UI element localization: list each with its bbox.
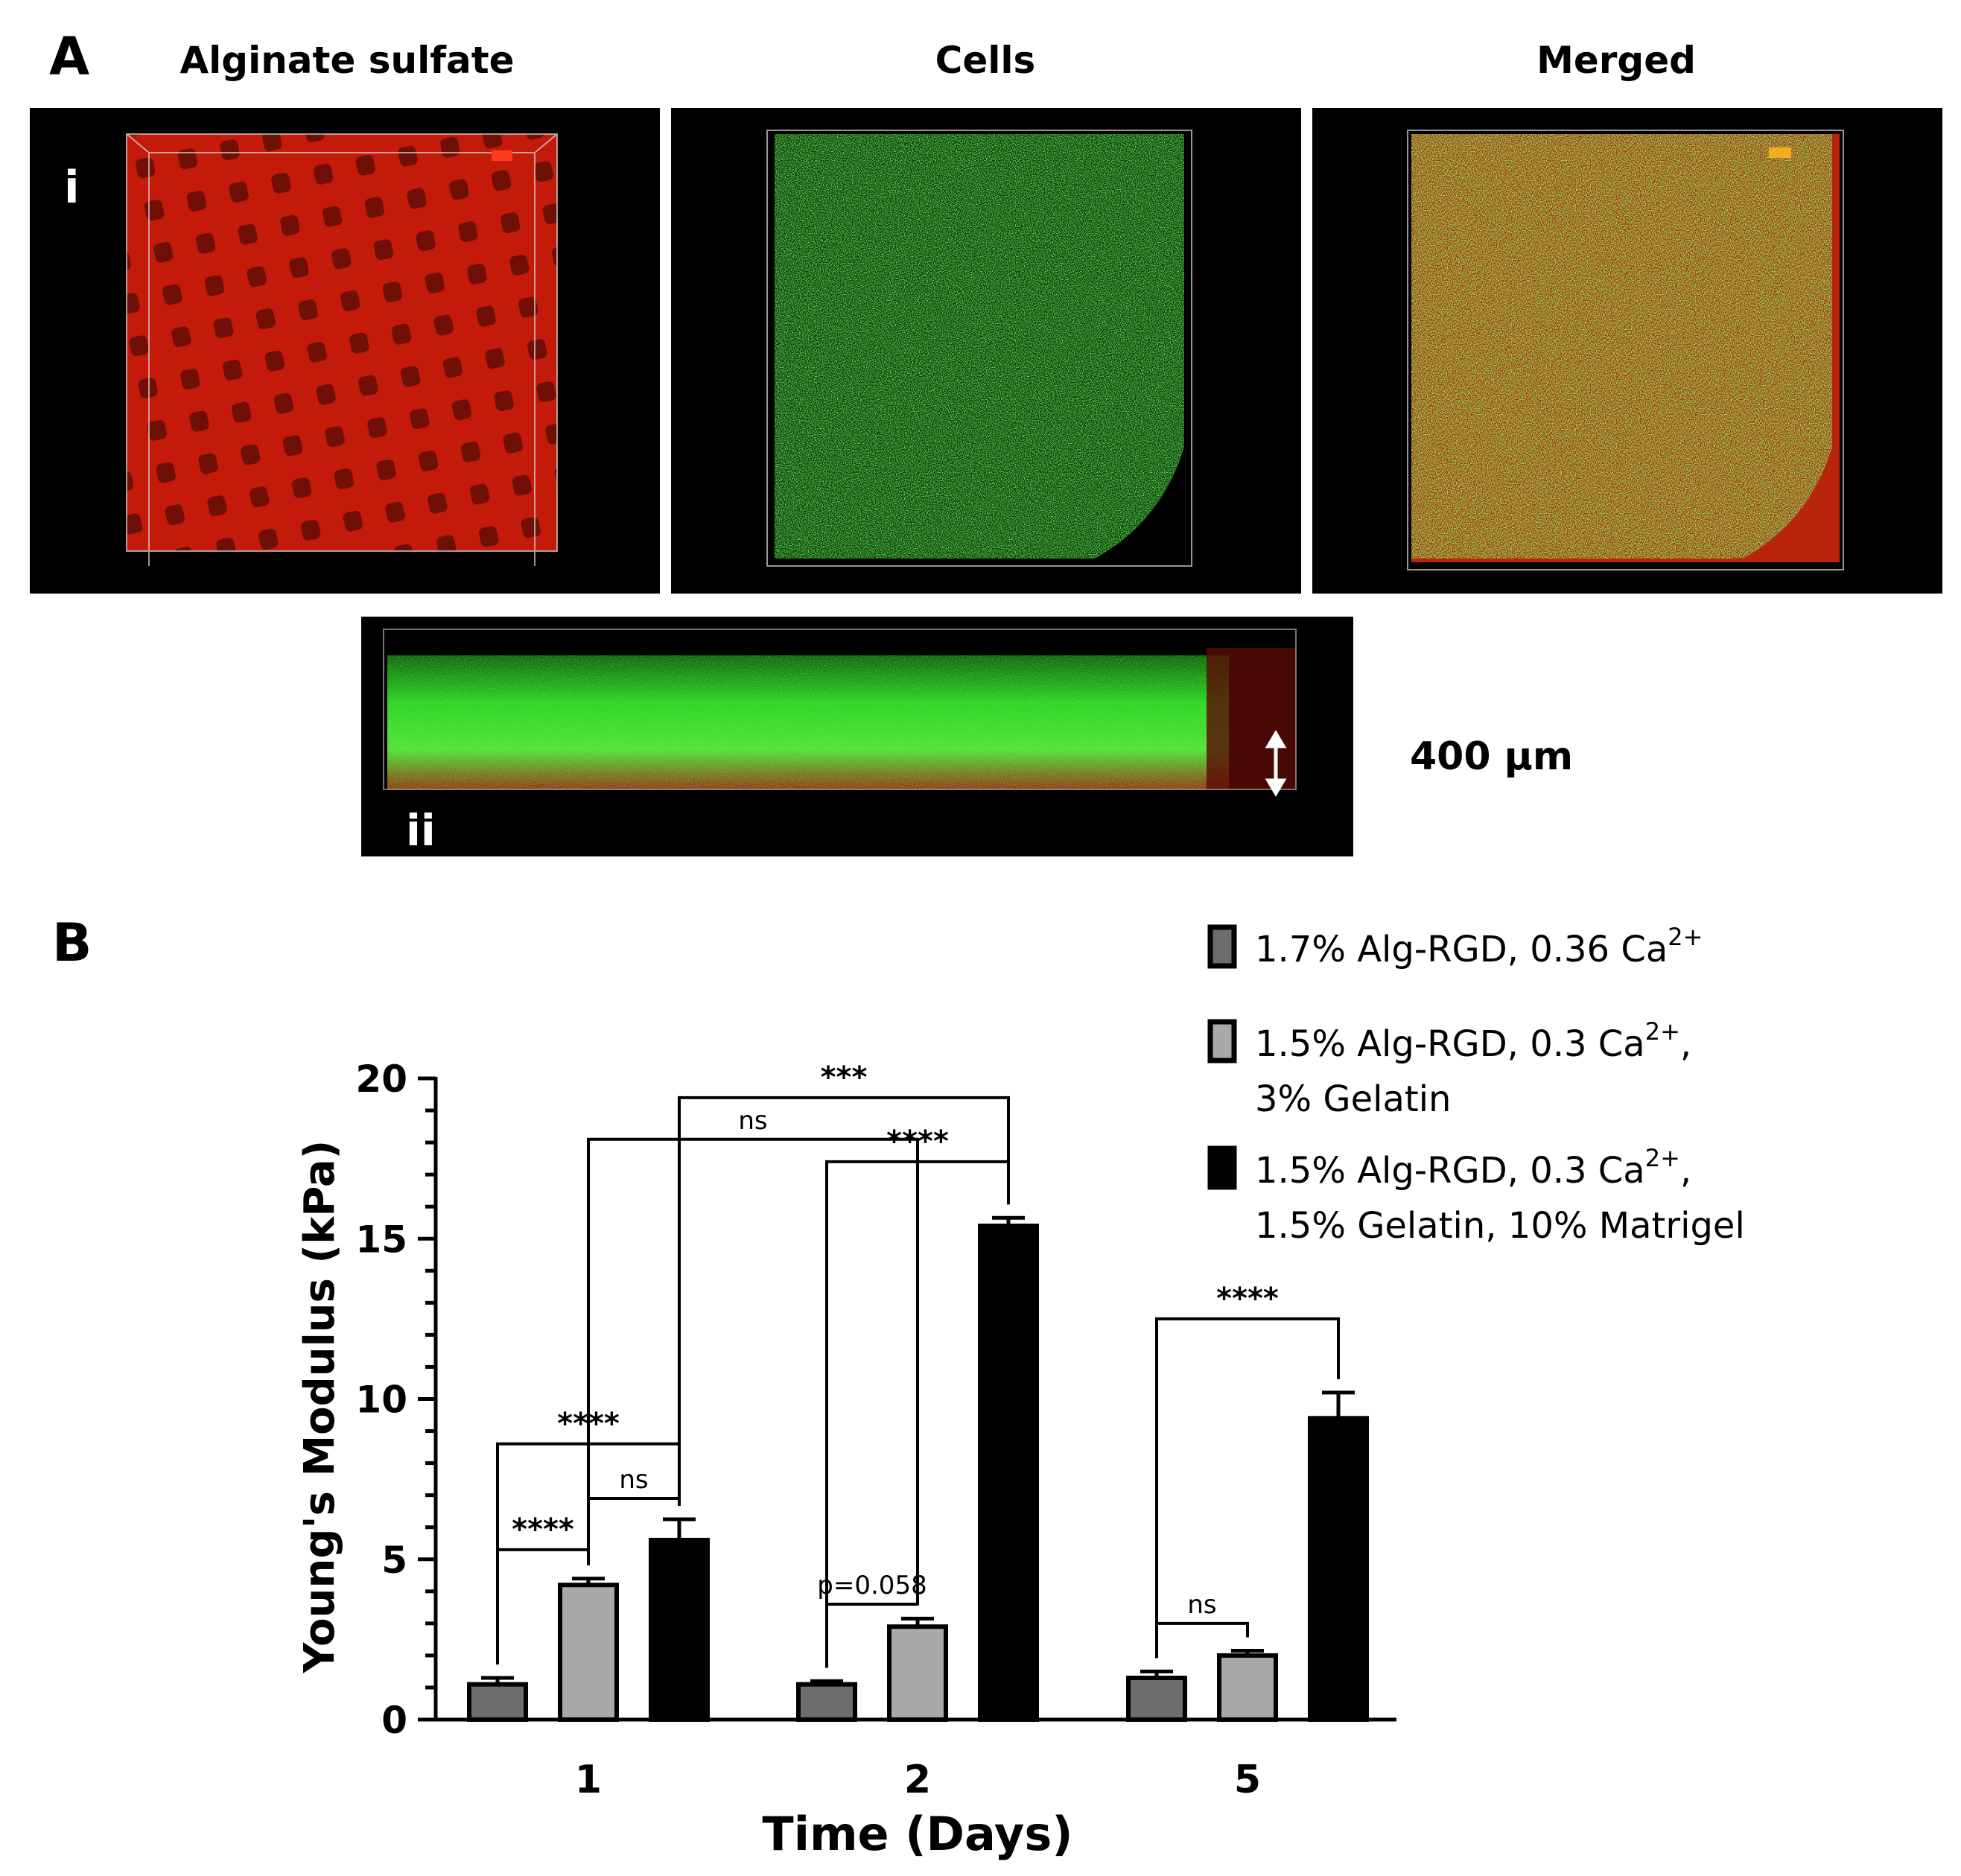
legend-swatch (1207, 1145, 1237, 1190)
legend-entry: 1.5% Alg-RGD, 0.3 Ca2+, (1255, 1144, 1691, 1192)
y-tick-label: 10 (355, 1379, 407, 1422)
panel-a-letter: A (49, 26, 89, 87)
micrograph-side-view: ii (361, 617, 1353, 856)
scale-text: 400 µm (1410, 734, 1573, 779)
significance-bracket (1155, 1621, 1249, 1659)
micrograph-alginate-sulfate: i (30, 108, 660, 594)
y-axis-label: Young's Modulus (kPa) (296, 1140, 344, 1673)
y-tick-label: 5 (381, 1539, 407, 1582)
scale-arrow (1265, 730, 1287, 797)
significance-label: **** (1216, 1282, 1279, 1316)
column-title-alginate-sulfate: Alginate sulfate (179, 39, 514, 82)
legend-entry-line2: 1.5% Gelatin, 10% Matrigel (1255, 1205, 1745, 1247)
sublabel-ii: ii (406, 805, 436, 856)
bar (1217, 1653, 1278, 1722)
y-tick-label: 0 (381, 1699, 407, 1742)
bar (796, 1682, 857, 1723)
x-tick-label: 1 (575, 1758, 602, 1802)
significance-label: p=0.058 (817, 1571, 927, 1600)
x-tick-label: 5 (1234, 1758, 1261, 1802)
panel-b-letter: B (52, 912, 92, 973)
bar (1308, 1416, 1369, 1722)
significance-bracket (587, 1137, 919, 1606)
x-ticks: 1 2 5 (575, 1758, 1261, 1802)
bar (558, 1583, 619, 1722)
bar (887, 1624, 948, 1723)
bars (467, 1215, 1369, 1723)
significance-label: **** (512, 1513, 574, 1547)
legend-entry-line2: 3% Gelatin (1255, 1078, 1451, 1120)
column-title-cells: Cells (935, 39, 1036, 82)
legend-entry: 1.5% Alg-RGD, 0.3 Ca2+, (1255, 1017, 1691, 1065)
bar (649, 1537, 710, 1722)
micrograph-cells (671, 108, 1301, 594)
column-title-merged: Merged (1536, 39, 1696, 82)
significance-bracket (678, 1096, 1010, 1506)
y-ticks: 0 5 10 15 20 (355, 1058, 436, 1742)
significance-label: ns (619, 1465, 648, 1495)
significance-brackets: ****ns****p=0.058****ns***ns**** (496, 1061, 1340, 1668)
micrograph-merged (1312, 108, 1942, 594)
sublabel-i: i (64, 162, 80, 214)
x-tick-label: 2 (904, 1758, 931, 1802)
y-tick-label: 15 (355, 1218, 407, 1261)
legend-swatch (1207, 1019, 1237, 1063)
bar (1126, 1676, 1187, 1722)
legend-swatch (1207, 924, 1237, 969)
x-axis-label: Time (Days) (762, 1807, 1072, 1861)
significance-label: ns (1187, 1590, 1216, 1620)
bar (978, 1224, 1039, 1722)
legend-entry: 1.7% Alg-RGD, 0.36 Ca2+ (1255, 923, 1703, 970)
significance-bracket (1155, 1317, 1340, 1659)
significance-label: ns (738, 1106, 767, 1136)
legend: 1.7% Alg-RGD, 0.36 Ca2+ 1.5% Alg-RGD, 0.3… (1207, 923, 1745, 1247)
significance-label: *** (821, 1061, 868, 1095)
bar (467, 1682, 528, 1723)
y-tick-label: 20 (355, 1058, 407, 1101)
